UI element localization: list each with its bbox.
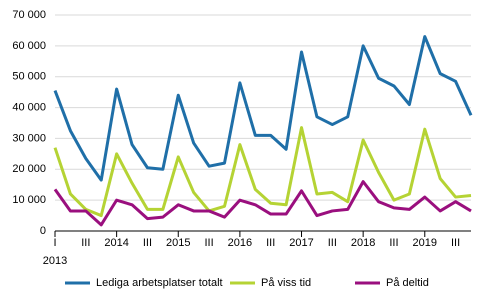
x-tick-label: III	[266, 237, 275, 249]
x-tick-label: III	[81, 237, 90, 249]
x-tick-label: III	[143, 237, 152, 249]
legend-label: På viss tid	[261, 277, 311, 289]
x-tick-label: III	[204, 237, 213, 249]
legend-label: På deltid	[386, 277, 429, 289]
x-tick-label: III	[328, 237, 337, 249]
y-tick-label: 50 000	[12, 71, 46, 83]
year-label: 2016	[228, 237, 252, 249]
x-tick-label: III	[389, 237, 398, 249]
year-label: 2019	[413, 237, 437, 249]
y-tick-label: 20 000	[12, 163, 46, 175]
y-tick-label: 0	[40, 225, 46, 237]
year-label: 2018	[351, 237, 375, 249]
series-line	[53, 180, 472, 227]
y-tick-label: 70 000	[12, 9, 46, 21]
year-label: 2015	[166, 237, 190, 249]
y-tick-label: 10 000	[12, 194, 46, 206]
x-tick-label: I	[53, 237, 56, 249]
year-label: 2017	[289, 237, 313, 249]
series-line	[53, 126, 472, 218]
y-tick-label: 40 000	[12, 101, 46, 113]
year-label: 2014	[104, 237, 128, 249]
series-line	[53, 35, 473, 182]
year-label: 2013	[43, 255, 67, 267]
y-tick-label: 60 000	[12, 40, 46, 52]
x-tick-label: III	[451, 237, 460, 249]
legend-label: Lediga arbetsplatser totalt	[96, 277, 223, 289]
y-tick-label: 30 000	[12, 132, 46, 144]
